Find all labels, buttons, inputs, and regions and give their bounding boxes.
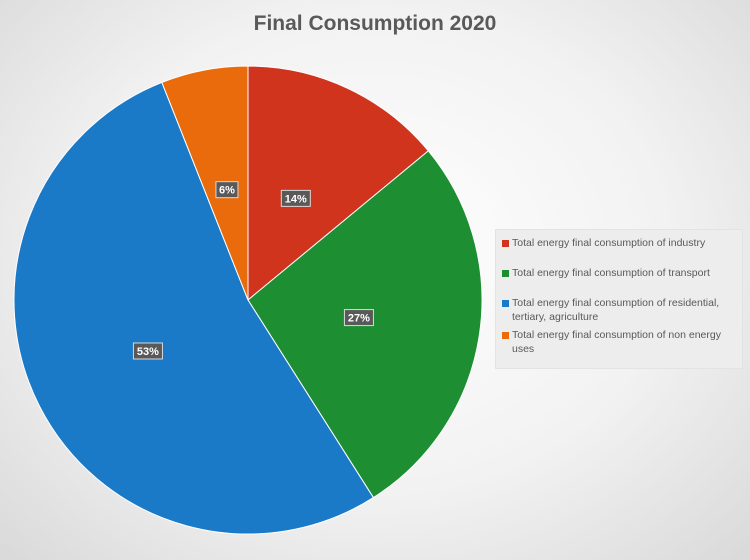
legend-swatch-non-energy (502, 332, 509, 339)
legend-label-non-energy: Total energy final consumption of non en… (512, 329, 721, 355)
data-label-industry: 14% (280, 189, 311, 207)
legend-swatch-industry (502, 240, 509, 247)
svg-text:53%: 53% (137, 346, 159, 358)
data-label-non-energy: 6% (215, 181, 239, 199)
legend-item-industry: Total energy final consumption of indust… (502, 236, 738, 250)
legend-label-transport: Total energy final consumption of transp… (512, 267, 710, 279)
legend: Total energy final consumption of indust… (495, 229, 743, 369)
legend-swatch-transport (502, 270, 509, 277)
chart-title: Final Consumption 2020 (253, 12, 497, 35)
pie-slice-residential (13, 81, 375, 535)
legend-item-residential: Total energy final consumption of reside… (502, 296, 738, 324)
svg-text:27%: 27% (348, 313, 370, 325)
legend-label-industry: Total energy final consumption of indust… (512, 237, 706, 249)
legend-item-transport: Total energy final consumption of transp… (502, 266, 738, 280)
data-label-residential: 53% (132, 342, 163, 360)
legend-swatch-residential (502, 300, 509, 307)
svg-text:14%: 14% (285, 193, 307, 205)
legend-item-non-energy: Total energy final consumption of non en… (502, 328, 738, 356)
pie-slice-industry (247, 65, 430, 302)
legend-label-residential: Total energy final consumption of reside… (512, 297, 720, 323)
pie-slice-non-energy (161, 65, 249, 301)
data-label-transport: 27% (343, 309, 374, 327)
svg-text:6%: 6% (219, 185, 235, 197)
